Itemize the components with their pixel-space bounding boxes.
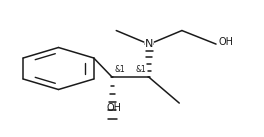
Text: N: N <box>145 39 153 49</box>
Text: OH: OH <box>107 103 122 113</box>
Text: &1: &1 <box>136 65 147 74</box>
Text: &1: &1 <box>115 65 126 74</box>
Text: OH: OH <box>219 37 234 47</box>
